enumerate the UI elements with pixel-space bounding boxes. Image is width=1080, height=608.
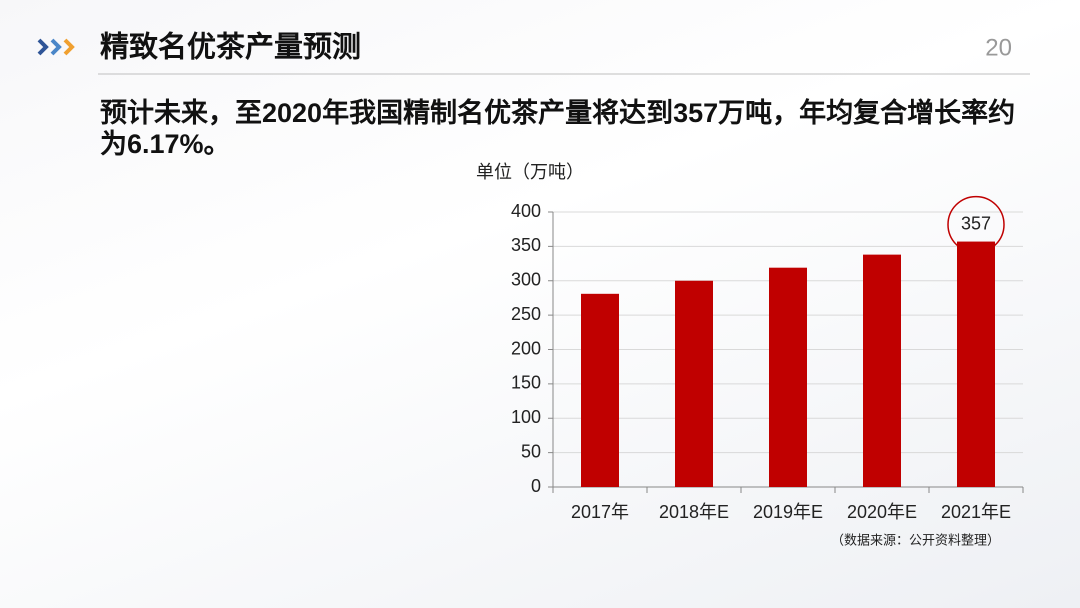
y-tick-label: 100 <box>511 407 541 427</box>
source-note: （数据来源：公开资料整理） <box>831 532 1000 547</box>
y-tick-label: 350 <box>511 235 541 255</box>
bar <box>863 254 901 487</box>
y-tick-label: 250 <box>511 304 541 324</box>
y-axis-label: 单位（万吨） <box>476 162 584 182</box>
page-number: 20 <box>985 34 1012 61</box>
y-tick-label: 150 <box>511 373 541 393</box>
page-title: 精致名优茶产量预测 <box>100 31 361 64</box>
y-tick-label: 300 <box>511 270 541 290</box>
data-label: 357 <box>961 213 991 233</box>
y-tick-label: 200 <box>511 338 541 358</box>
summary: 预计未来，至2020年我国精制名优茶产量将达到357万吨，年均复合增长率约为6.… <box>100 98 1016 159</box>
bar <box>581 293 619 487</box>
y-tick-label: 0 <box>531 476 541 496</box>
y-tick-label: 400 <box>511 201 541 221</box>
x-tick-label: 2021年E <box>941 502 1011 522</box>
x-tick-label: 2017年 <box>571 502 629 522</box>
bar <box>769 267 807 487</box>
x-tick-label: 2018年E <box>659 502 729 522</box>
y-tick-label: 50 <box>521 441 541 461</box>
highlight-circle <box>947 195 1005 254</box>
bar <box>957 241 995 487</box>
chevron <box>37 38 49 56</box>
chevron <box>63 38 75 56</box>
x-tick-label: 2019年E <box>753 502 823 522</box>
chevrons <box>37 38 75 56</box>
bar <box>675 280 713 487</box>
chevron <box>50 38 62 56</box>
x-tick-label: 2020年E <box>847 502 917 522</box>
